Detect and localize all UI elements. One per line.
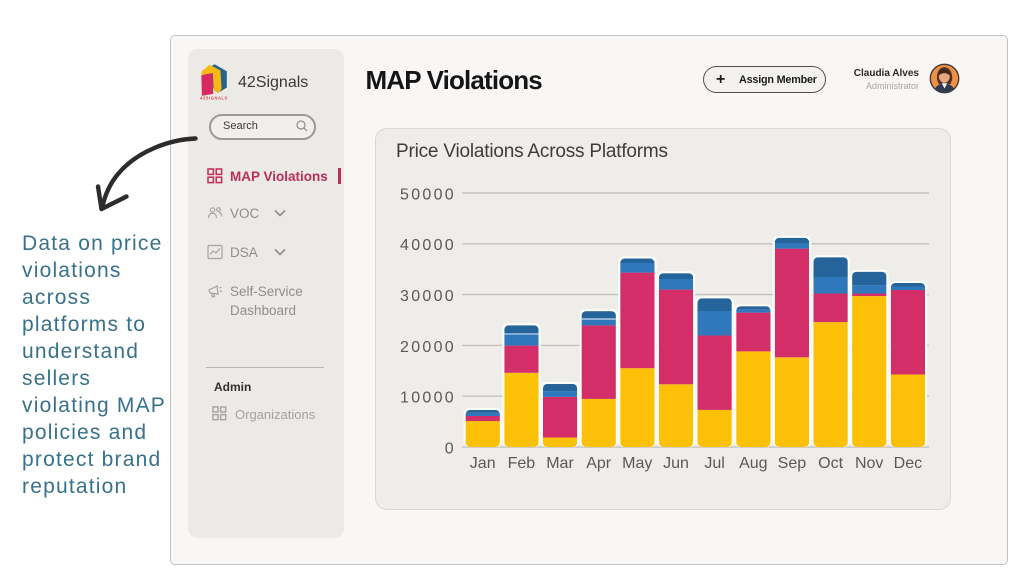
svg-text:Apr: Apr	[586, 455, 612, 472]
svg-text:0: 0	[445, 440, 456, 457]
svg-text:Sep: Sep	[778, 455, 807, 472]
svg-text:50000: 50000	[400, 186, 456, 203]
svg-text:Jun: Jun	[663, 455, 689, 472]
svg-text:42SIGNALS: 42SIGNALS	[200, 96, 228, 101]
svg-text:Jul: Jul	[704, 455, 724, 472]
svg-text:20000: 20000	[400, 339, 456, 356]
svg-text:Aug: Aug	[739, 455, 767, 472]
svg-text:Oct: Oct	[818, 455, 843, 472]
svg-text:Nov: Nov	[855, 455, 883, 472]
svg-text:Dec: Dec	[894, 455, 922, 472]
svg-text:Jan: Jan	[470, 455, 496, 472]
svg-text:Feb: Feb	[508, 455, 536, 472]
svg-text:40000: 40000	[400, 237, 456, 254]
svg-text:30000: 30000	[400, 288, 456, 305]
svg-text:May: May	[622, 455, 652, 472]
svg-text:Mar: Mar	[546, 455, 574, 472]
svg-text:10000: 10000	[400, 390, 456, 407]
